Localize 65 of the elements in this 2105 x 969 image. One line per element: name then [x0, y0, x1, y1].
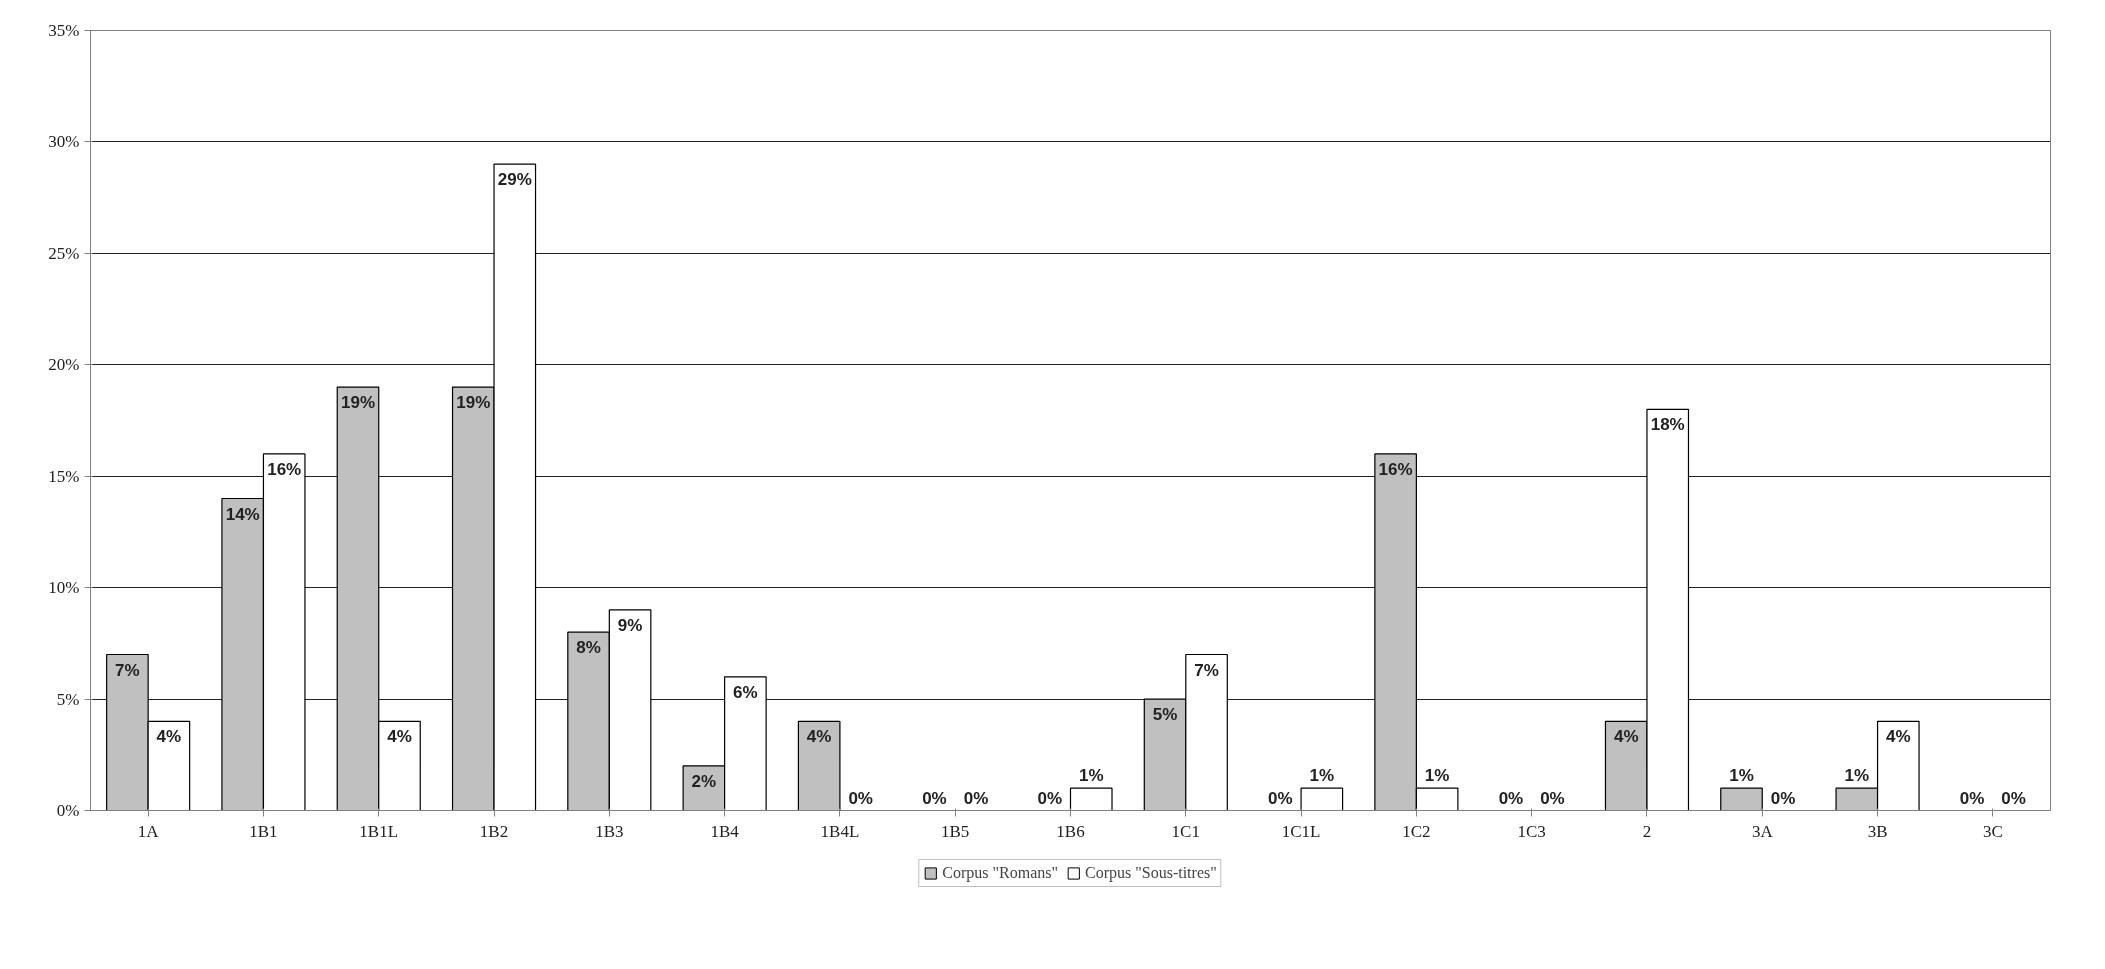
data-label: 4% [156, 727, 182, 747]
y-tick-label: 35% [48, 21, 80, 40]
bar [1720, 787, 1763, 811]
x-tick-label: 3A [1751, 821, 1774, 841]
data-label: 4% [1886, 727, 1911, 747]
x-tick-label: 1B1 [249, 821, 278, 841]
y-tick-label: 30% [48, 132, 80, 152]
data-label: 0% [1959, 788, 1985, 808]
data-label: 29% [497, 170, 532, 190]
bar [1069, 787, 1113, 811]
data-label: 7% [115, 660, 140, 680]
data-label: 14% [225, 504, 260, 524]
data-label: 0% [1540, 788, 1565, 808]
data-label: 6% [733, 682, 758, 702]
data-label: 19% [456, 393, 491, 413]
x-tick-label: 1B4L [820, 821, 860, 841]
x-tick-label: 1B3 [595, 821, 624, 841]
data-label: 4% [806, 727, 832, 747]
y-tick-label: 25% [48, 243, 80, 263]
bar [1300, 787, 1344, 811]
data-label: 1% [1309, 766, 1335, 786]
data-label: 0% [2001, 788, 2026, 808]
data-label: 18% [1650, 415, 1685, 435]
data-label: 0% [1770, 788, 1796, 808]
y-tick-label: 5% [56, 689, 80, 709]
x-tick-label: 1B2 [479, 821, 509, 841]
data-label: 4% [1613, 727, 1639, 747]
data-label: 0% [848, 788, 873, 808]
legend-label: Corpus "Romans" [942, 864, 1058, 882]
data-label: 1% [1078, 766, 1104, 786]
x-tick-label: 1C2 [1402, 821, 1431, 841]
x-tick-label: 1A [137, 821, 160, 841]
y-tick-label: 20% [48, 355, 80, 375]
x-tick-label: 1B5 [941, 821, 970, 841]
x-tick-label: 2 [1642, 821, 1652, 841]
data-label: 2% [691, 771, 717, 791]
x-tick-label: 1B6 [1056, 821, 1085, 841]
data-label: 0% [1498, 788, 1524, 808]
x-tick-label: 1C1L [1281, 821, 1321, 841]
data-label: 0% [1037, 788, 1063, 808]
y-tick-label: 0% [56, 801, 80, 820]
bar [797, 720, 841, 811]
data-label: 16% [267, 459, 302, 479]
x-tick-label: 1B4 [710, 821, 740, 841]
data-label: 9% [617, 615, 643, 635]
y-tick-label: 10% [48, 578, 80, 598]
data-label: 16% [1378, 459, 1413, 479]
data-label: 1% [1844, 766, 1870, 786]
x-tick-label: 3B [1867, 821, 1888, 841]
x-tick-label: 1C1 [1171, 821, 1200, 841]
data-label: 8% [576, 638, 601, 658]
x-tick-label: 1C3 [1517, 821, 1546, 841]
x-tick-label: 3C [1982, 821, 2003, 841]
data-label: 4% [387, 727, 412, 747]
x-tick-label: 1B1L [359, 821, 399, 841]
legend-label: Corpus "Sous-titres" [1085, 864, 1217, 882]
data-label: 0% [963, 788, 989, 808]
y-tick-label: 15% [48, 466, 80, 486]
data-label: 0% [1268, 788, 1293, 808]
data-label: 1% [1729, 766, 1754, 786]
data-label: 7% [1194, 660, 1219, 680]
data-label: 1% [1424, 766, 1450, 786]
data-label: 0% [922, 788, 947, 808]
data-label: 5% [1152, 705, 1178, 725]
data-label: 19% [340, 393, 375, 413]
